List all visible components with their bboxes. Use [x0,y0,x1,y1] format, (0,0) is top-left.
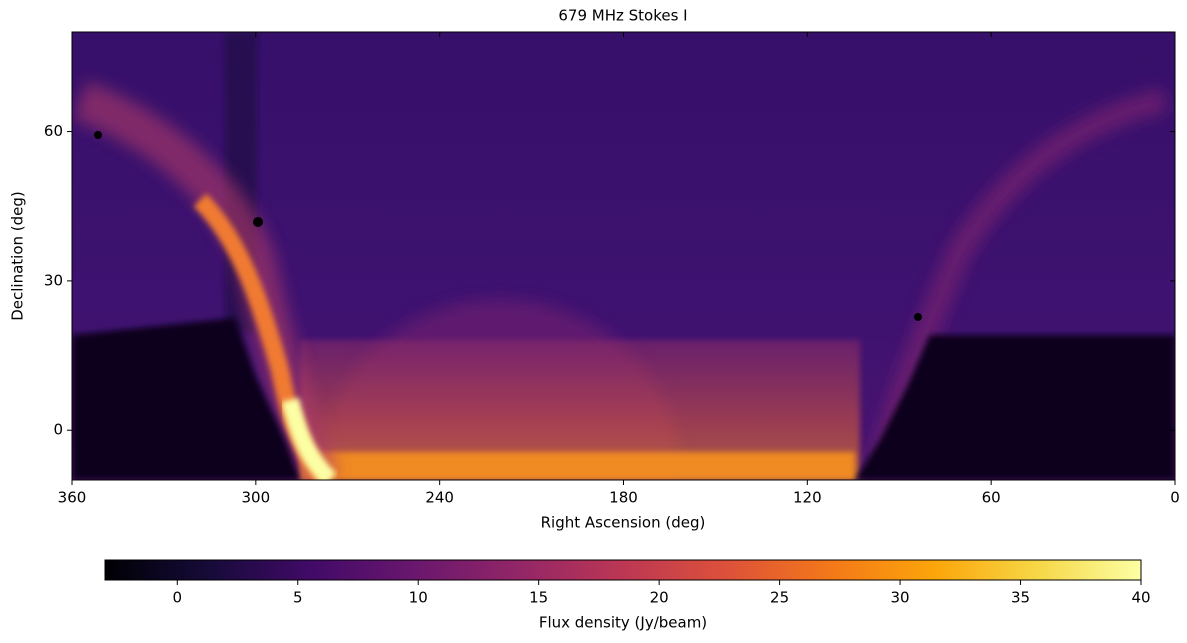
y-tick-label: 30 [44,271,63,289]
x-tick-label: 0 [1170,489,1180,507]
y-tick-label: 60 [44,122,63,140]
colorbar [104,559,1142,581]
colorbar-tick-label: 40 [1131,589,1150,607]
x-tick-label: 120 [793,489,822,507]
colorbar-tick-label: 10 [409,589,428,607]
sky-image [72,32,1175,480]
y-axis-label: Declination (deg) [9,191,27,321]
colorbar-tick-label: 0 [173,589,183,607]
x-tick-label: 300 [242,489,271,507]
x-axis-label: Right Ascension (deg) [541,514,706,532]
x-tick-label: 60 [982,489,1001,507]
x-tick-label: 360 [58,489,87,507]
x-tick-label: 180 [609,489,638,507]
colorbar-tick-label: 20 [650,589,669,607]
x-tick-label: 240 [425,489,454,507]
chart-title: 679 MHz Stokes I [558,7,687,25]
colorbar-tick-label: 25 [770,589,789,607]
colorbar-tick-label: 15 [529,589,548,607]
colorbar-tick-label: 30 [891,589,910,607]
colorbar-tick-label: 35 [1011,589,1030,607]
colorbar-label: Flux density (Jy/beam) [539,614,707,632]
y-tick-label: 0 [53,421,63,439]
colorbar-tick-label: 5 [293,589,303,607]
